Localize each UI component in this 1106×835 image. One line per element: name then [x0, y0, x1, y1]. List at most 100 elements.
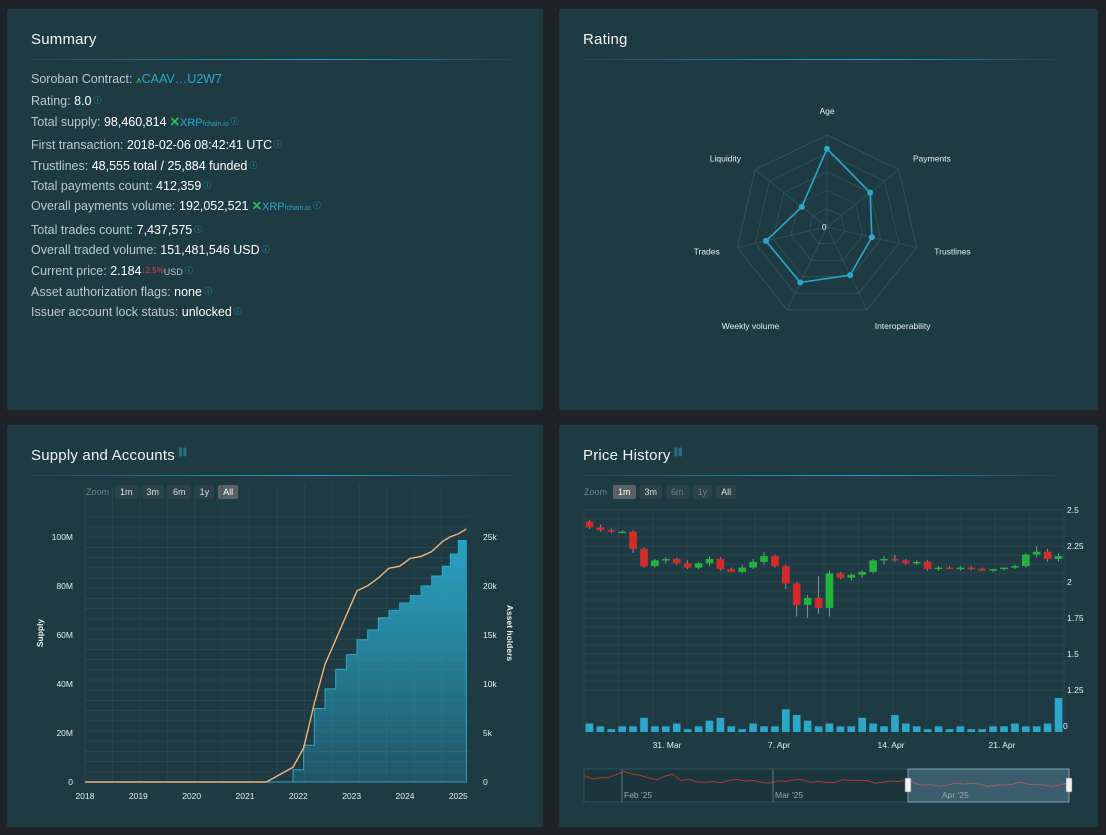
- radar-point[interactable]: [763, 237, 770, 244]
- candle[interactable]: [1032, 551, 1041, 555]
- navigator-handle[interactable]: [1065, 777, 1073, 793]
- candle[interactable]: [749, 561, 757, 568]
- payments-count-value: 412,359: [156, 179, 202, 194]
- candle[interactable]: [782, 566, 790, 584]
- candle[interactable]: [585, 521, 594, 528]
- trades-count-row: Total trades count: 7,437,575 ⓘ: [31, 222, 203, 237]
- price-change: ↓2.5%: [141, 265, 164, 275]
- info-icon[interactable]: ⓘ: [274, 140, 283, 150]
- lock-value: unlocked: [181, 305, 232, 320]
- zoom-button-1y[interactable]: 1y: [692, 485, 713, 499]
- candle[interactable]: [651, 560, 659, 567]
- info-icon[interactable]: ⓘ: [312, 201, 321, 211]
- candle[interactable]: [705, 558, 714, 564]
- info-icon[interactable]: ⓘ: [203, 181, 212, 191]
- info-icon[interactable]: ⓘ: [184, 265, 193, 275]
- asset-link[interactable]: XRP: [262, 201, 285, 214]
- candle[interactable]: [956, 567, 965, 570]
- navigator-handle[interactable]: [904, 777, 912, 793]
- candle[interactable]: [978, 569, 986, 571]
- info-icon[interactable]: ⓘ: [233, 307, 242, 317]
- info-icon[interactable]: ⓘ: [261, 245, 270, 255]
- candle[interactable]: [880, 558, 888, 561]
- candle[interactable]: [967, 567, 976, 570]
- candle[interactable]: [934, 567, 943, 570]
- volume-bar: [1032, 726, 1041, 732]
- candle[interactable]: [858, 571, 866, 575]
- candle[interactable]: [1043, 551, 1052, 559]
- y-axis-title: Supply: [35, 619, 45, 648]
- candle[interactable]: [618, 531, 626, 534]
- candle[interactable]: [738, 567, 746, 572]
- zoom-button-1m[interactable]: 1m: [613, 485, 636, 499]
- info-icon[interactable]: ⓘ: [194, 224, 203, 234]
- link-icon[interactable]: ⛓: [176, 447, 189, 457]
- price-chart: 2.5 2.25 2 1.75 1.5 1.25 0 31. Mar 7. Apr 14. Apr…: [583, 505, 1084, 803]
- candle[interactable]: [902, 560, 910, 564]
- candle[interactable]: [1000, 567, 1008, 570]
- info-icon[interactable]: ⓘ: [203, 287, 212, 297]
- radar-point[interactable]: [868, 234, 875, 241]
- radar-point[interactable]: [867, 189, 874, 196]
- radar-point[interactable]: [847, 272, 854, 279]
- candle[interactable]: [629, 531, 637, 549]
- zoom-button-6m[interactable]: 6m: [666, 485, 689, 499]
- zoom-button-1y[interactable]: 1y: [194, 485, 215, 499]
- zoom-button-1m[interactable]: 1m: [115, 485, 138, 499]
- radar-point[interactable]: [797, 279, 804, 286]
- y-tick-label: 60M: [56, 630, 73, 640]
- candle[interactable]: [694, 563, 703, 568]
- candle[interactable]: [596, 527, 605, 531]
- candle[interactable]: [640, 548, 648, 567]
- candle[interactable]: [1054, 556, 1063, 559]
- x-tick-label: 2022: [289, 791, 308, 801]
- volume-bar: [672, 723, 681, 732]
- first-tx-row: First transaction: 2018-02-06 08:42:41 U…: [31, 138, 283, 153]
- candle[interactable]: [672, 558, 681, 564]
- candle[interactable]: [891, 558, 899, 561]
- supply-title: Supply and Accounts ⛓: [31, 447, 189, 464]
- soroban-contract-link[interactable]: CAAV…U2W7: [141, 72, 222, 86]
- candle[interactable]: [923, 561, 932, 570]
- candle[interactable]: [814, 597, 823, 608]
- link-icon[interactable]: ⛓: [672, 447, 685, 457]
- candle[interactable]: [989, 569, 997, 571]
- radar-point[interactable]: [798, 203, 805, 210]
- info-icon[interactable]: ⓘ: [249, 160, 258, 170]
- y2-tick-label: 15k: [483, 630, 497, 640]
- asset-link[interactable]: XRP: [180, 116, 203, 129]
- lock-row: Issuer account lock status: unlocked ⓘ: [31, 305, 242, 320]
- candle[interactable]: [662, 558, 670, 561]
- y2-tick-label: 20k: [483, 581, 497, 591]
- radar-point[interactable]: [824, 145, 830, 152]
- zoom-button-All[interactable]: All: [218, 485, 239, 499]
- candle[interactable]: [836, 573, 845, 578]
- zoom-button-3m[interactable]: 3m: [639, 485, 663, 499]
- candle[interactable]: [771, 556, 779, 567]
- navigator-selection[interactable]: [907, 768, 1070, 803]
- candle[interactable]: [607, 530, 616, 532]
- zoom-button-All[interactable]: All: [716, 485, 737, 499]
- candle[interactable]: [912, 561, 921, 564]
- volume-bar: [858, 717, 866, 732]
- price-row: Current price: 2.184↓2.5%USD ⓘ: [31, 263, 193, 278]
- candle[interactable]: [945, 567, 954, 570]
- candle[interactable]: [1022, 554, 1030, 567]
- candle[interactable]: [847, 574, 856, 578]
- volume-bar: [912, 726, 921, 732]
- volume-bar: [1022, 726, 1030, 732]
- zoom-button-6m[interactable]: 6m: [168, 485, 191, 499]
- supply-zoom-bar: Zoom 1m 3m 6m 1y All: [86, 485, 239, 499]
- candle[interactable]: [1011, 566, 1019, 568]
- info-icon[interactable]: ⓘ: [93, 96, 102, 106]
- candle[interactable]: [716, 558, 725, 570]
- info-icon[interactable]: ⓘ: [230, 116, 239, 126]
- candle[interactable]: [792, 583, 801, 606]
- candle[interactable]: [869, 560, 877, 572]
- candle[interactable]: [803, 597, 812, 606]
- candle[interactable]: [825, 573, 834, 608]
- candle[interactable]: [727, 569, 736, 572]
- candle[interactable]: [683, 563, 692, 568]
- zoom-button-3m[interactable]: 3m: [141, 485, 165, 499]
- candle[interactable]: [760, 556, 768, 562]
